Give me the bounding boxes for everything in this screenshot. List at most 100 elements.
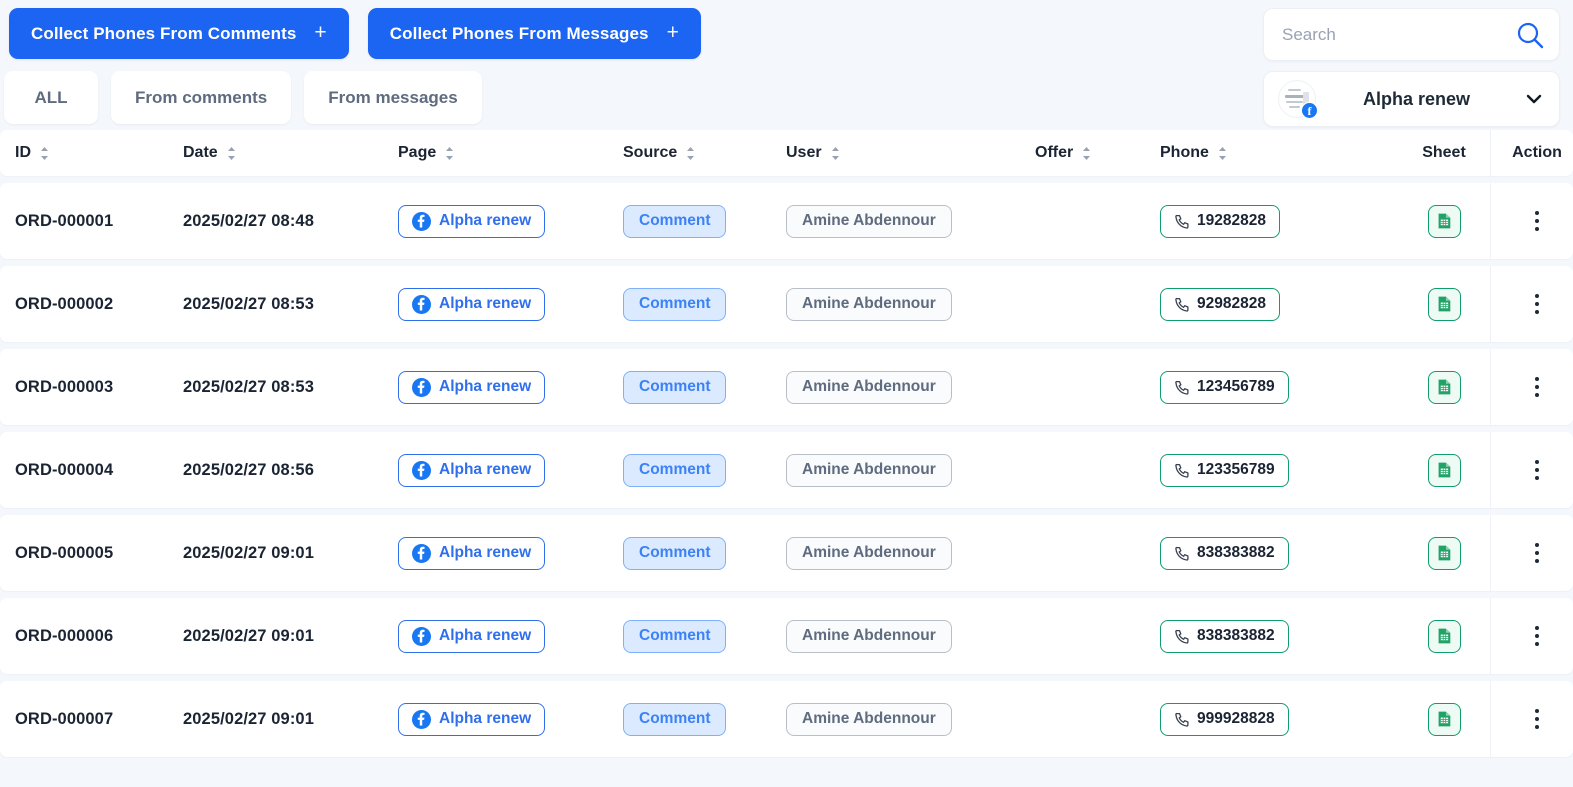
phone-badge[interactable]: 123456789 — [1160, 370, 1289, 404]
source-badge[interactable]: Comment — [623, 370, 727, 404]
column-header-id[interactable]: ID — [0, 144, 183, 162]
google-sheets-icon[interactable] — [1427, 204, 1461, 238]
cell-page: Alpha renew — [398, 536, 623, 570]
page-badge[interactable]: Alpha renew — [398, 453, 546, 487]
phone-badge[interactable]: 123356789 — [1160, 453, 1289, 487]
table-row[interactable]: ORD-000002 2025/02/27 08:53 Alpha renew Com… — [0, 266, 1573, 342]
column-label: Phone — [1160, 144, 1209, 161]
page-badge[interactable]: Alpha renew — [398, 619, 546, 653]
cell-date: 2025/02/27 08:56 — [183, 461, 398, 480]
tab-from-messages[interactable]: From messages — [304, 71, 482, 124]
cell-action — [1490, 515, 1573, 591]
sort-icon[interactable] — [685, 146, 696, 161]
user-badge[interactable]: Amine Abdennour — [786, 702, 952, 736]
table-row[interactable]: ORD-000003 2025/02/27 08:53 Alpha renew Com… — [0, 349, 1573, 425]
cell-date: 2025/02/27 09:01 — [183, 544, 398, 563]
user-badge[interactable]: Amine Abdennour — [786, 453, 952, 487]
cell-action — [1490, 266, 1573, 342]
phone-icon — [1174, 545, 1191, 562]
phone-badge[interactable]: 999928828 — [1160, 702, 1289, 736]
column-header-source[interactable]: Source — [623, 144, 786, 162]
phone-badge[interactable]: 838383882 — [1160, 536, 1289, 570]
kebab-menu-icon[interactable] — [1524, 621, 1550, 651]
table-row[interactable]: ORD-000001 2025/02/27 08:48 Alpha renew Com… — [0, 183, 1573, 259]
cell-page: Alpha renew — [398, 287, 623, 321]
date-text: 2025/02/27 08:53 — [183, 377, 314, 396]
table-row[interactable]: ORD-000005 2025/02/27 09:01 Alpha renew Com… — [0, 515, 1573, 591]
cell-user: Amine Abdennour — [786, 453, 1035, 487]
date-text: 2025/02/27 08:48 — [183, 211, 314, 230]
kebab-menu-icon[interactable] — [1524, 538, 1550, 568]
search-input[interactable] — [1282, 24, 1515, 45]
collect-phones-from-comments-button[interactable]: Collect Phones From Comments + — [9, 8, 349, 59]
phone-badge[interactable]: 838383882 — [1160, 619, 1289, 653]
column-header-offer[interactable]: Offer — [1035, 144, 1160, 162]
phone-icon — [1174, 379, 1191, 396]
tab-all[interactable]: ALL — [4, 71, 98, 124]
kebab-menu-icon[interactable] — [1524, 206, 1550, 236]
sort-icon[interactable] — [39, 146, 50, 161]
cell-phone: 19282828 — [1160, 204, 1398, 238]
source-badge[interactable]: Comment — [623, 619, 727, 653]
table-row[interactable]: ORD-000004 2025/02/27 08:56 Alpha renew Com… — [0, 432, 1573, 508]
column-label: ID — [15, 144, 31, 161]
date-text: 2025/02/27 08:53 — [183, 294, 314, 313]
sort-icon[interactable] — [830, 146, 841, 161]
search-box[interactable] — [1263, 8, 1560, 61]
kebab-menu-icon[interactable] — [1524, 289, 1550, 319]
table-row[interactable]: ORD-000006 2025/02/27 09:01 Alpha renew Com… — [0, 598, 1573, 674]
google-sheets-icon[interactable] — [1427, 370, 1461, 404]
page-badge[interactable]: Alpha renew — [398, 204, 546, 238]
tab-from-comments[interactable]: From comments — [111, 71, 292, 124]
cell-id: ORD-000004 — [0, 461, 183, 480]
user-badge[interactable]: Amine Abdennour — [786, 370, 952, 404]
table-row[interactable]: ORD-000007 2025/02/27 09:01 Alpha renew Com… — [0, 681, 1573, 757]
page-badge[interactable]: Alpha renew — [398, 287, 546, 321]
cell-source: Comment — [623, 619, 786, 653]
user-badge[interactable]: Amine Abdennour — [786, 204, 952, 238]
source-badge[interactable]: Comment — [623, 536, 727, 570]
page-selector-dropdown[interactable]: f Alpha renew — [1263, 71, 1560, 127]
kebab-menu-icon[interactable] — [1524, 704, 1550, 734]
table-header-row: ID Date Page Source — [0, 130, 1573, 176]
sort-icon[interactable] — [1081, 146, 1092, 161]
google-sheets-icon[interactable] — [1427, 702, 1461, 736]
sort-icon[interactable] — [226, 146, 237, 161]
source-badge[interactable]: Comment — [623, 453, 727, 487]
user-badge[interactable]: Amine Abdennour — [786, 287, 952, 321]
cell-id: ORD-000002 — [0, 295, 183, 314]
collect-phones-from-messages-button[interactable]: Collect Phones From Messages + — [367, 8, 701, 59]
google-sheets-icon[interactable] — [1427, 619, 1461, 653]
column-header-page[interactable]: Page — [398, 144, 623, 162]
column-header-date[interactable]: Date — [183, 144, 398, 162]
cell-phone: 92982828 — [1160, 287, 1398, 321]
column-label: Sheet — [1422, 144, 1466, 161]
chevron-down-icon[interactable] — [1523, 88, 1545, 110]
user-badge[interactable]: Amine Abdennour — [786, 536, 952, 570]
page-badge[interactable]: Alpha renew — [398, 702, 546, 736]
phone-number-text: 123456789 — [1197, 378, 1275, 395]
cell-user: Amine Abdennour — [786, 370, 1035, 404]
page-selector-label: Alpha renew — [1362, 88, 1471, 109]
phone-badge[interactable]: 92982828 — [1160, 287, 1280, 321]
search-icon[interactable] — [1515, 20, 1545, 50]
google-sheets-icon[interactable] — [1427, 536, 1461, 570]
kebab-menu-icon[interactable] — [1524, 455, 1550, 485]
column-header-phone[interactable]: Phone — [1160, 144, 1398, 162]
source-badge[interactable]: Comment — [623, 204, 727, 238]
column-header-action: Action — [1490, 130, 1573, 176]
column-header-user[interactable]: User — [786, 144, 1035, 162]
google-sheets-icon[interactable] — [1427, 453, 1461, 487]
source-badge[interactable]: Comment — [623, 287, 727, 321]
sort-icon[interactable] — [444, 146, 455, 161]
google-sheets-icon[interactable] — [1427, 287, 1461, 321]
kebab-menu-icon[interactable] — [1524, 372, 1550, 402]
page-badge[interactable]: Alpha renew — [398, 536, 546, 570]
page-badge[interactable]: Alpha renew — [398, 370, 546, 404]
phone-badge[interactable]: 19282828 — [1160, 204, 1280, 238]
sort-icon[interactable] — [1217, 146, 1228, 161]
user-badge[interactable]: Amine Abdennour — [786, 619, 952, 653]
date-text: 2025/02/27 09:01 — [183, 543, 314, 562]
source-badge[interactable]: Comment — [623, 702, 727, 736]
column-label: Offer — [1035, 144, 1074, 161]
